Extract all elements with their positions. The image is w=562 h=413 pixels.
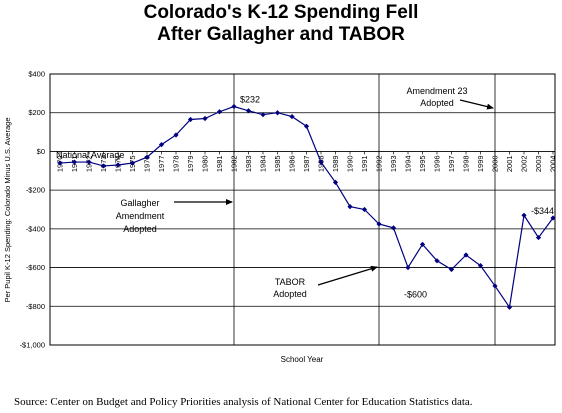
data-point bbox=[100, 163, 107, 169]
data-point bbox=[390, 225, 397, 231]
y-tick-label: -$800 bbox=[26, 302, 45, 311]
data-point bbox=[187, 116, 194, 123]
event-lines bbox=[233, 74, 496, 345]
reference-line-label: National Average bbox=[56, 150, 124, 160]
x-tick-label: 1993 bbox=[389, 155, 398, 172]
data-point bbox=[535, 234, 542, 241]
x-tick-label: 1979 bbox=[186, 155, 195, 172]
x-tick-label: 1977 bbox=[157, 155, 166, 172]
data-point bbox=[86, 159, 92, 165]
x-tick-label: 1976 bbox=[143, 155, 152, 172]
data-point bbox=[318, 159, 324, 165]
plot-area bbox=[49, 73, 556, 346]
x-tick-label: 2002 bbox=[520, 155, 529, 172]
arrow-amendment23 bbox=[459, 99, 494, 110]
x-tick-label: 2004 bbox=[549, 155, 558, 172]
x-tick-label: 1978 bbox=[172, 155, 181, 172]
x-tick-label: 1998 bbox=[462, 155, 471, 172]
x-tick-label: 1983 bbox=[244, 155, 253, 172]
data-point bbox=[521, 212, 527, 218]
series-colorado bbox=[57, 103, 556, 310]
y-tick-label: -$400 bbox=[26, 224, 45, 233]
x-tick-label: 1995 bbox=[418, 155, 427, 172]
y-tick-label: -$600 bbox=[26, 263, 45, 272]
y-tick-label: -$200 bbox=[26, 186, 45, 195]
x-tick-label: 1985 bbox=[273, 155, 282, 172]
x-axis-title: School Year bbox=[281, 355, 324, 364]
data-point bbox=[419, 241, 426, 247]
y-tick-label: $400 bbox=[28, 70, 45, 79]
y-axis-ticks: $400 $200 $0 -$200 -$400 -$600 -$800 -$1,000 bbox=[20, 70, 45, 350]
x-tick-label: 1996 bbox=[433, 155, 442, 172]
annotation-tabor-line2: Adopted bbox=[273, 289, 307, 299]
data-point bbox=[463, 252, 469, 258]
x-tick-label: 1984 bbox=[259, 155, 268, 172]
x-tick-label: 1991 bbox=[360, 155, 369, 172]
x-tick-label: 1989 bbox=[331, 155, 340, 172]
y-tick-label: $0 bbox=[37, 147, 45, 156]
data-point bbox=[158, 142, 165, 148]
data-point bbox=[434, 258, 440, 264]
data-point bbox=[57, 160, 63, 166]
data-point bbox=[144, 154, 150, 160]
annotation-gallagher-line2: Amendment bbox=[116, 211, 165, 221]
data-point bbox=[332, 179, 339, 185]
data-point bbox=[492, 283, 498, 289]
data-point bbox=[260, 112, 266, 118]
x-tick-label: 1990 bbox=[346, 155, 355, 172]
x-tick-label: 1980 bbox=[201, 155, 210, 172]
data-point bbox=[129, 160, 136, 166]
chart-title: Colorado's K-12 Spending Fell After Gall… bbox=[0, 2, 562, 46]
title-line-2: After Gallagher and TABOR bbox=[157, 24, 405, 45]
data-point bbox=[245, 108, 252, 114]
x-tick-label: 1986 bbox=[288, 155, 297, 172]
y-axis-title: Per Pupil K-12 Spending: Colorado Minus … bbox=[3, 118, 12, 303]
annotation-gallagher-line3: Adopted bbox=[123, 224, 157, 234]
data-point bbox=[303, 123, 310, 129]
annotation-gallagher-line1: Gallagher bbox=[120, 198, 159, 208]
data-point bbox=[361, 206, 368, 213]
annotation-tabor-line1: TABOR bbox=[275, 277, 306, 287]
annotation-amendment23-line2: Adopted bbox=[420, 98, 454, 108]
data-point bbox=[376, 221, 382, 227]
x-tick-label: 1999 bbox=[476, 155, 485, 172]
annotations: National Average $232 -$600 -$344 Gallagher A… bbox=[56, 86, 554, 300]
data-point bbox=[506, 304, 513, 310]
data-point bbox=[173, 132, 179, 138]
data-point bbox=[347, 203, 353, 210]
x-tick-label: 1981 bbox=[215, 155, 224, 172]
x-tick-label: 1994 bbox=[404, 155, 413, 172]
label-peak-232: $232 bbox=[240, 95, 260, 105]
data-point bbox=[289, 113, 295, 120]
arrow-tabor bbox=[317, 265, 378, 286]
annotation-amendment23-line1: Amendment 23 bbox=[406, 86, 467, 96]
y-tick-label: $200 bbox=[28, 108, 45, 117]
title-line-1: Colorado's K-12 Spending Fell bbox=[143, 2, 419, 23]
data-point bbox=[71, 159, 78, 165]
x-tick-label: 1987 bbox=[302, 155, 311, 172]
data-point bbox=[550, 215, 556, 221]
data-point bbox=[115, 162, 121, 168]
data-point bbox=[405, 264, 411, 271]
x-tick-label: 2001 bbox=[505, 155, 514, 172]
data-point bbox=[448, 266, 455, 273]
data-point bbox=[231, 103, 237, 110]
y-tick-label: -$1,000 bbox=[20, 341, 45, 350]
data-point bbox=[274, 110, 281, 116]
label-end-344: -$344 bbox=[531, 206, 554, 216]
x-tick-label: 1982 bbox=[230, 155, 239, 172]
data-point bbox=[216, 109, 223, 115]
data-point bbox=[477, 263, 484, 269]
grid-lines bbox=[50, 112, 555, 307]
source-note: Source: Center on Budget and Policy Prio… bbox=[14, 396, 473, 408]
x-tick-label: 1992 bbox=[375, 155, 384, 172]
label-low-600: -$600 bbox=[404, 290, 427, 300]
data-point bbox=[202, 115, 208, 122]
x-tick-label: 2003 bbox=[534, 155, 543, 172]
x-tick-label: 2000 bbox=[491, 155, 500, 172]
x-tick-label: 1997 bbox=[447, 155, 456, 172]
